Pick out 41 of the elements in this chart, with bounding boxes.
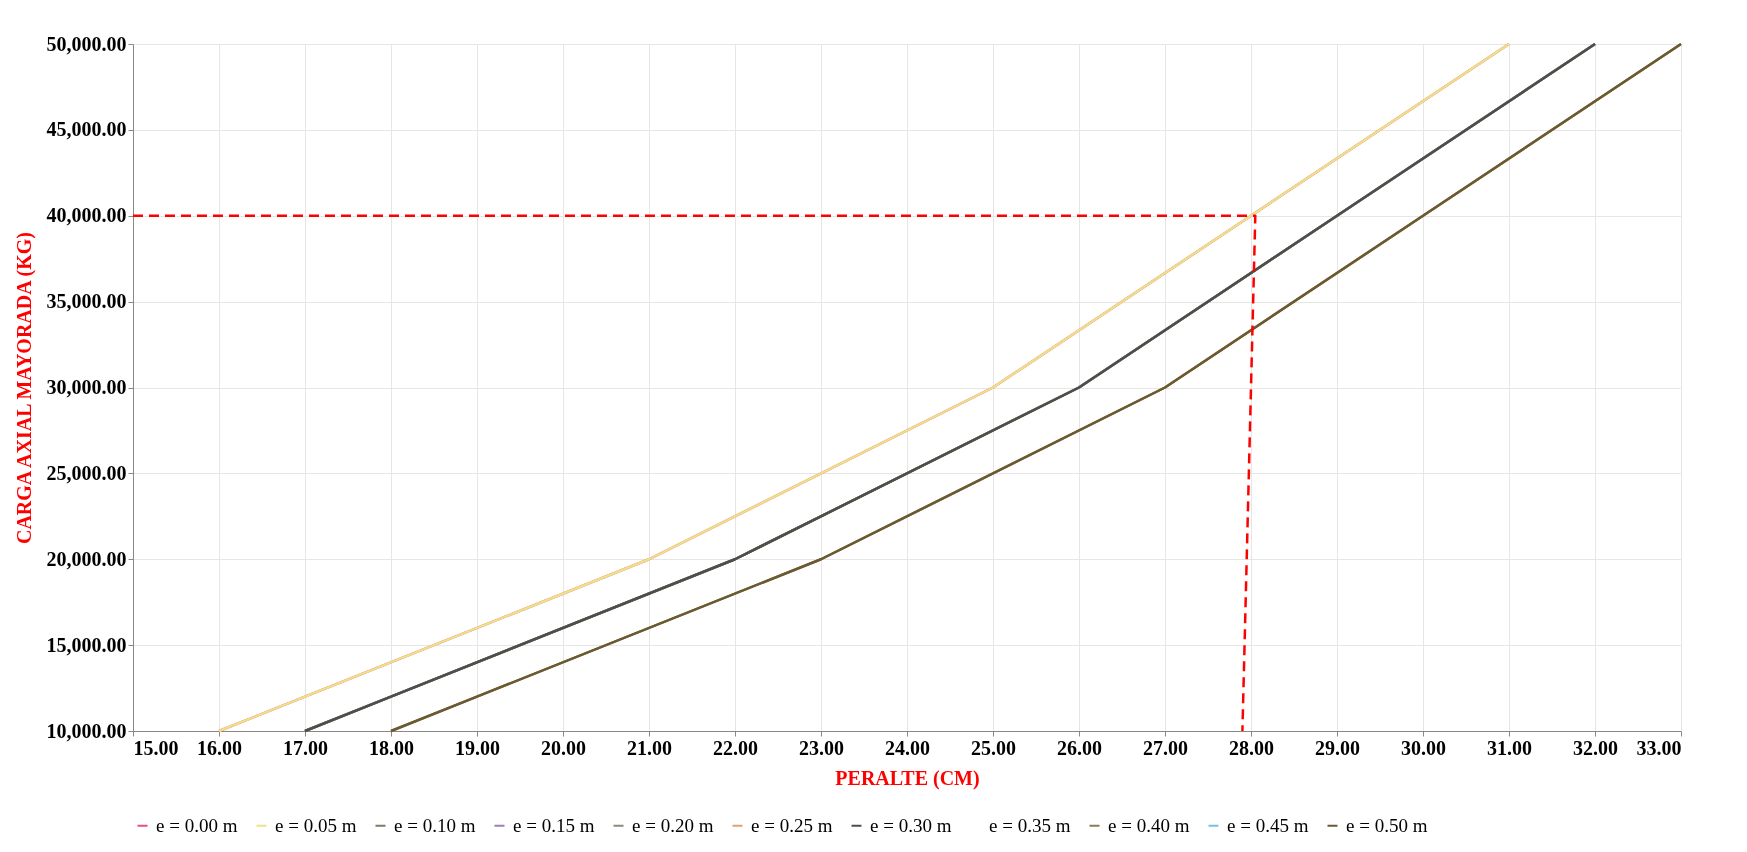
x-tick-label: 28.00 (1229, 736, 1274, 759)
x-tick-label: 21.00 (627, 736, 672, 759)
legend-label: e = 0.05 m (275, 814, 357, 836)
x-tick-label: 19.00 (455, 736, 500, 759)
text: e = 0.35 m (989, 814, 1071, 836)
x-tick-label: 15.00 (133, 736, 179, 759)
x-tick-label: 26.00 (1057, 736, 1102, 759)
x-tick-label: 17.00 (283, 736, 328, 759)
y-tick-label: 10,000.00 (46, 719, 127, 742)
x-tick-label: 16.00 (197, 736, 242, 759)
y-axis-title: CARGA AXIAL MAYORADA (KG) (12, 231, 36, 545)
x-tick-label: 22.00 (713, 736, 758, 759)
legend-label: e = 0.40 m (1108, 814, 1190, 836)
x-tick-label: 32.00 (1573, 736, 1618, 759)
y-tick-label: 40,000.00 (46, 204, 127, 227)
y-tick-label: 25,000.00 (46, 461, 127, 484)
y-tick-label: 20,000.00 (46, 547, 127, 570)
x-tick-label: 18.00 (369, 736, 414, 759)
x-tick-label: 33.00 (1636, 736, 1682, 759)
legend-label: e = 0.25 m (751, 814, 833, 836)
x-tick-label: 25.00 (971, 736, 1016, 759)
x-tick-label: 27.00 (1143, 736, 1188, 759)
y-tick-label: 45,000.00 (46, 118, 127, 141)
legend-label: e = 0.15 m (513, 814, 595, 836)
legend-label: e = 0.20 m (632, 814, 714, 836)
legend-label: e = 0.10 m (394, 814, 476, 836)
x-tick-label: 31.00 (1487, 736, 1532, 759)
x-tick-label: 30.00 (1401, 736, 1446, 759)
x-axis-title: PERALTE (CM) (835, 766, 980, 790)
y-tick-label: 30,000.00 (46, 376, 127, 398)
x-tick-label: 24.00 (885, 736, 930, 759)
x-tick-label: 29.00 (1315, 736, 1360, 759)
y-tick-label: 15,000.00 (46, 633, 127, 656)
legend-label: e = 0.00 m (156, 814, 238, 836)
legend-label: e = 0.50 m (1346, 814, 1428, 836)
legend-label: e = 0.30 m (870, 814, 952, 836)
y-tick-label: 35,000.00 (46, 290, 127, 313)
legend-label: e = 0.45 m (1227, 814, 1309, 836)
x-tick-label: 23.00 (799, 736, 844, 759)
x-tick-label: 20.00 (541, 736, 586, 759)
y-tick-label: 50,000.00 (46, 32, 127, 55)
